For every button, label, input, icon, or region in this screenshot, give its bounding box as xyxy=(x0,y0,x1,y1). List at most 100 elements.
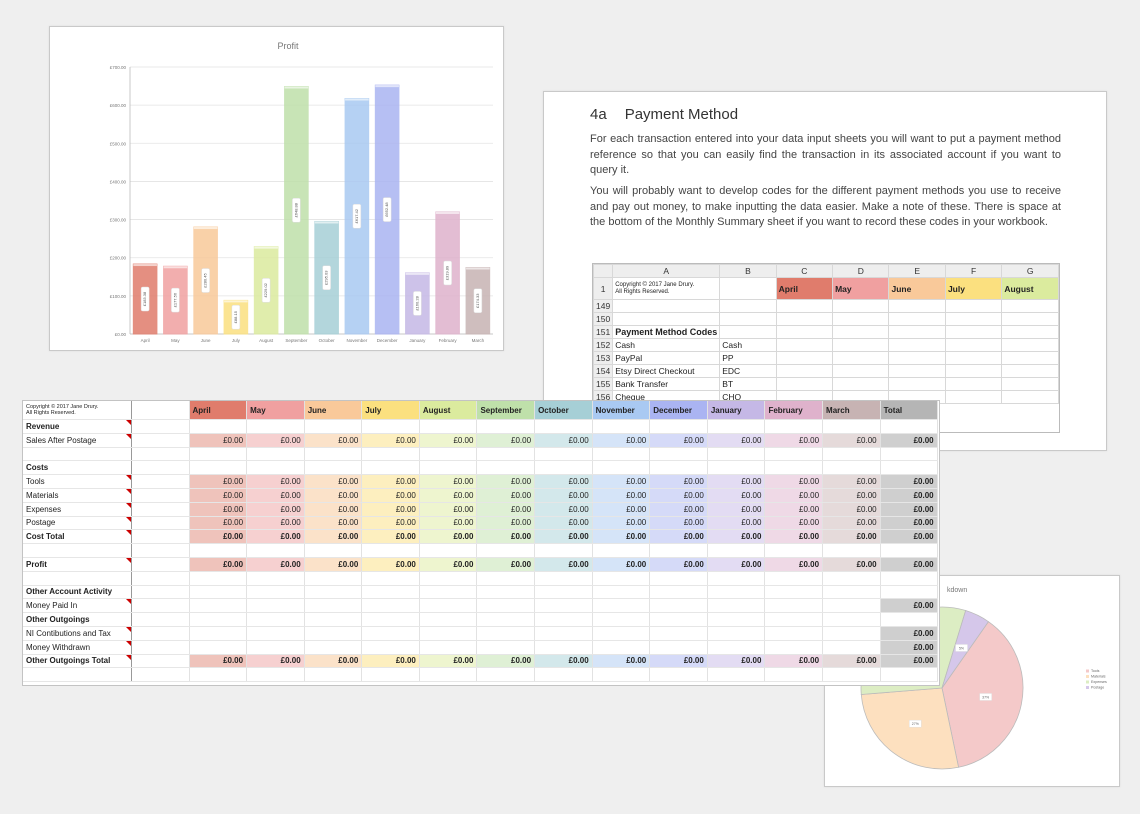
blank-cell[interactable] xyxy=(131,488,190,503)
cell[interactable] xyxy=(880,447,938,462)
blank-cell[interactable] xyxy=(131,474,190,489)
cell[interactable] xyxy=(612,312,721,326)
month-input[interactable] xyxy=(304,626,363,641)
month-value[interactable]: £0.00 xyxy=(822,474,881,489)
month-header-cell[interactable]: April xyxy=(775,277,834,300)
cell[interactable] xyxy=(419,419,478,434)
blank-cell[interactable] xyxy=(131,516,190,531)
cell[interactable] xyxy=(707,460,766,476)
month-value[interactable]: £0.00 xyxy=(534,654,593,669)
month-input[interactable] xyxy=(707,626,766,641)
month-value[interactable]: £0.00 xyxy=(419,654,478,669)
corner-cell[interactable] xyxy=(593,264,614,278)
cell[interactable] xyxy=(246,667,305,683)
blank-cell[interactable] xyxy=(131,571,190,586)
month-value[interactable]: £0.00 xyxy=(822,502,881,517)
cell[interactable] xyxy=(649,447,708,462)
month-header-cell[interactable]: July xyxy=(944,277,1003,300)
cell[interactable] xyxy=(764,543,824,558)
cell[interactable] xyxy=(764,667,824,683)
cell[interactable] xyxy=(832,351,890,365)
month-input[interactable] xyxy=(361,626,420,641)
month-input[interactable] xyxy=(592,640,651,655)
cell[interactable] xyxy=(361,667,420,683)
payment-code-cell[interactable]: EDC xyxy=(719,364,777,378)
row-label[interactable]: Other Outgoings xyxy=(23,612,132,627)
blank-cell[interactable] xyxy=(131,640,190,655)
cell[interactable] xyxy=(189,419,248,434)
cell[interactable] xyxy=(880,543,938,558)
month-value[interactable]: £0.00 xyxy=(304,433,363,448)
month-value[interactable]: £0.00 xyxy=(361,529,420,545)
month-value[interactable]: £0.00 xyxy=(189,557,248,572)
month-value[interactable]: £0.00 xyxy=(304,474,363,489)
cell[interactable] xyxy=(888,377,946,391)
blank-cell[interactable] xyxy=(131,667,190,683)
month-input[interactable] xyxy=(419,626,478,641)
month-value[interactable]: £0.00 xyxy=(246,474,305,489)
month-value[interactable]: £0.00 xyxy=(419,529,478,545)
month-value[interactable]: £0.00 xyxy=(764,488,824,503)
cell[interactable] xyxy=(764,571,824,586)
month-value[interactable]: £0.00 xyxy=(707,529,766,545)
cell[interactable] xyxy=(419,543,478,558)
month-input[interactable] xyxy=(707,640,766,655)
month-value[interactable]: £0.00 xyxy=(361,433,420,448)
row-number[interactable]: 151 xyxy=(593,325,614,339)
month-value[interactable]: £0.00 xyxy=(189,433,248,448)
month-value[interactable]: £0.00 xyxy=(476,516,536,531)
row-label[interactable]: Other Account Activity xyxy=(23,585,132,600)
cell[interactable] xyxy=(764,612,824,627)
cell[interactable] xyxy=(419,667,478,683)
cell[interactable] xyxy=(592,667,651,683)
cell[interactable] xyxy=(649,460,708,476)
cell[interactable] xyxy=(707,419,766,434)
cell[interactable] xyxy=(612,299,721,313)
month-input[interactable] xyxy=(476,598,536,614)
month-input[interactable] xyxy=(534,640,593,655)
cell[interactable] xyxy=(476,612,536,627)
cell[interactable] xyxy=(304,460,363,476)
blank-cell[interactable] xyxy=(131,585,190,600)
row-label[interactable]: Tools xyxy=(23,474,132,489)
cell[interactable] xyxy=(707,571,766,586)
month-header-cell[interactable]: August xyxy=(1001,277,1059,300)
cell[interactable] xyxy=(246,543,305,558)
row-label[interactable]: Sales After Postage xyxy=(23,433,132,448)
month-value[interactable]: £0.00 xyxy=(246,433,305,448)
blank-cell[interactable] xyxy=(131,654,190,669)
cell[interactable] xyxy=(361,447,420,462)
row-label[interactable]: Money Withdrawn xyxy=(23,640,132,655)
month-value[interactable]: £0.00 xyxy=(419,474,478,489)
row-label[interactable]: Other Outgoings Total xyxy=(23,654,132,669)
row-total[interactable]: £0.00 xyxy=(880,502,938,517)
month-header-january[interactable]: January xyxy=(707,401,766,420)
month-value[interactable]: £0.00 xyxy=(822,516,881,531)
month-value[interactable]: £0.00 xyxy=(822,557,881,572)
cell[interactable] xyxy=(304,612,363,627)
cell[interactable] xyxy=(880,585,938,600)
month-value[interactable]: £0.00 xyxy=(476,433,536,448)
month-value[interactable]: £0.00 xyxy=(189,474,248,489)
row-total[interactable]: £0.00 xyxy=(880,640,938,655)
cell[interactable] xyxy=(832,377,890,391)
month-value[interactable]: £0.00 xyxy=(534,516,593,531)
month-value[interactable]: £0.00 xyxy=(822,654,881,669)
month-value[interactable]: £0.00 xyxy=(592,488,651,503)
month-value[interactable]: £0.00 xyxy=(246,654,305,669)
month-value[interactable]: £0.00 xyxy=(246,529,305,545)
month-value[interactable]: £0.00 xyxy=(707,474,766,489)
payment-code-cell[interactable]: Cash xyxy=(719,338,777,352)
month-value[interactable]: £0.00 xyxy=(649,529,708,545)
cell[interactable] xyxy=(246,460,305,476)
cell[interactable] xyxy=(822,543,881,558)
payment-code-cell[interactable]: PP xyxy=(719,351,777,365)
blank-cell[interactable] xyxy=(131,529,190,545)
cell[interactable] xyxy=(534,571,593,586)
month-value[interactable]: £0.00 xyxy=(419,516,478,531)
column-header[interactable]: C xyxy=(775,264,834,278)
column-header[interactable]: F xyxy=(944,264,1003,278)
blank-cell[interactable] xyxy=(131,433,190,448)
month-input[interactable] xyxy=(361,640,420,655)
month-input[interactable] xyxy=(189,598,248,614)
